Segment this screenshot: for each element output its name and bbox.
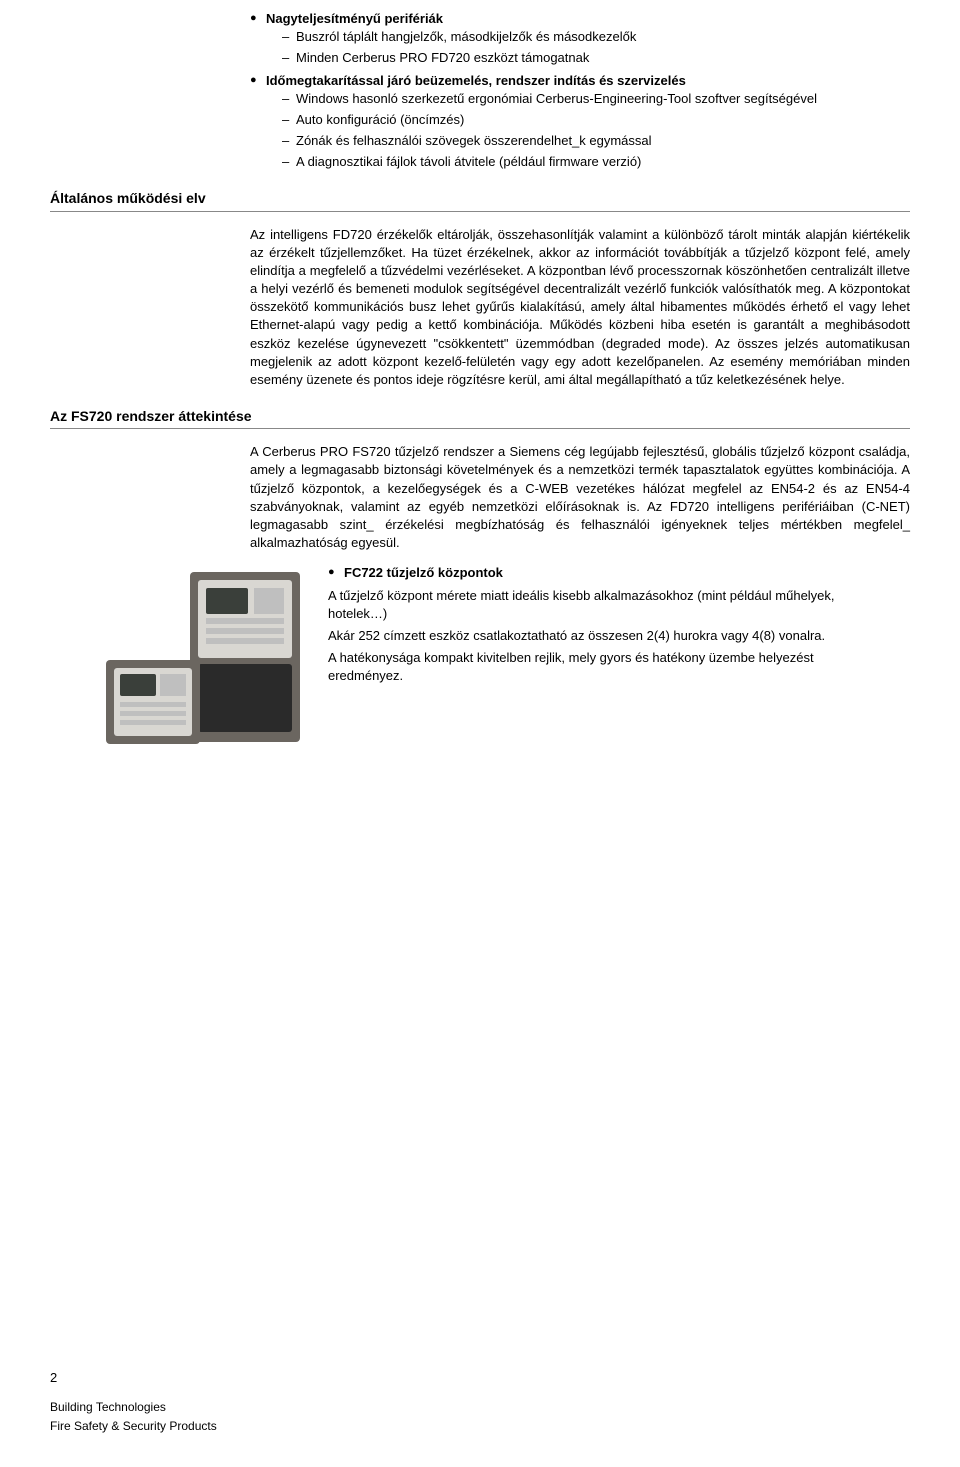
section-heading-rule: Az FS720 rendszer áttekintése — [50, 417, 910, 429]
product-description: FC722 tűzjelző központok A tűzjelző közp… — [328, 564, 910, 769]
bullet-title: Nagyteljesítményű perifériák — [266, 11, 443, 26]
section-body: Az intelligens FD720 érzékelők eltároljá… — [250, 226, 910, 390]
product-sub-heading: FC722 tűzjelző központok — [328, 564, 860, 582]
page-footer: 2 Building Technologies Fire Safety & Se… — [50, 1369, 217, 1437]
product-line: A hatékonysága kompakt kivitelben rejlik… — [328, 649, 860, 685]
dash-list-1: Buszról táplált hangjelzők, másodkijelző… — [282, 28, 910, 67]
dash-list-2: Windows hasonló szerkezetű ergonómiai Ce… — [282, 90, 910, 172]
page-number: 2 — [50, 1369, 217, 1387]
dash-item: Buszról táplált hangjelzők, másodkijelző… — [282, 28, 910, 46]
product-line: A tűzjelző központ mérete miatt ideális … — [328, 587, 860, 623]
section-fs720-overview: Az FS720 rendszer áttekintése A Cerberus… — [50, 417, 910, 769]
device-svg — [100, 564, 310, 764]
product-line: Akár 252 címzett eszköz csatlakoztatható… — [328, 627, 860, 645]
section-heading: Az FS720 rendszer áttekintése — [50, 407, 262, 427]
section-heading: Általános működési elv — [50, 189, 216, 209]
section-heading-rule: Általános működési elv — [50, 200, 910, 212]
dash-item: Auto konfiguráció (öncímzés) — [282, 111, 910, 129]
top-bullet-list: Nagyteljesítményű perifériák Buszról táp… — [250, 10, 910, 172]
bullet-item-1: Nagyteljesítményű perifériák Buszról táp… — [250, 10, 910, 68]
bullet-item-2: Időmegtakarítással járó beüzemelés, rend… — [250, 72, 910, 172]
product-row: FC722 tűzjelző központok A tűzjelző közp… — [100, 564, 910, 769]
dash-item: Zónák és felhasználói szövegek összerend… — [282, 132, 910, 150]
footer-line-1: Building Technologies — [50, 1399, 217, 1416]
footer-line-2: Fire Safety & Security Products — [50, 1418, 217, 1435]
fc722-device-image — [100, 564, 310, 769]
dash-item: A diagnosztikai fájlok távoli átvitele (… — [282, 153, 910, 171]
dash-item: Minden Cerberus PRO FD720 eszközt támoga… — [282, 49, 910, 67]
dash-item: Windows hasonló szerkezetű ergonómiai Ce… — [282, 90, 910, 108]
section-body: A Cerberus PRO FS720 tűzjelző rendszer a… — [250, 443, 910, 552]
section-general-principle: Általános működési elv Az intelligens FD… — [50, 200, 910, 390]
bullet-title: Időmegtakarítással járó beüzemelés, rend… — [266, 73, 686, 88]
